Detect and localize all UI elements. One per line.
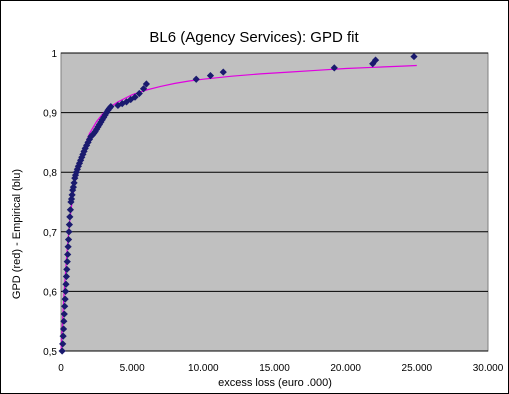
empirical-point	[77, 156, 85, 164]
empirical-point	[61, 287, 70, 295]
empirical-point	[65, 221, 73, 229]
x-tick-label: 5.000	[120, 363, 145, 374]
empirical-point	[68, 191, 76, 199]
empirical-point	[66, 213, 74, 221]
empirical-point	[65, 228, 73, 236]
y-tick-label: 0,9	[43, 109, 57, 120]
empirical-point	[63, 265, 71, 273]
empirical-point	[62, 272, 71, 281]
empirical-point	[410, 52, 418, 61]
empirical-point	[59, 332, 67, 340]
empirical-point	[64, 235, 73, 244]
empirical-point	[330, 64, 338, 72]
y-tick-label: 0,5	[43, 347, 57, 358]
plot-area	[60, 52, 489, 352]
empirical-point	[114, 101, 122, 110]
x-tick-label: 0	[58, 363, 64, 374]
empirical-point	[60, 310, 68, 318]
empirical-point	[64, 250, 72, 259]
empirical-point	[66, 206, 74, 214]
empirical-point	[64, 243, 72, 251]
empirical-point	[59, 325, 68, 333]
chart-title: BL6 (Agency Services): GPD fit	[149, 29, 359, 46]
empirical-point	[206, 72, 215, 80]
empirical-point	[107, 103, 115, 111]
x-tick-label: 20.000	[330, 363, 361, 374]
empirical-point	[67, 195, 76, 203]
empirical-point	[62, 280, 70, 288]
empirical-point	[135, 89, 143, 98]
empirical-point	[59, 340, 67, 348]
empirical-point	[97, 118, 105, 126]
y-tick-label: 0,6	[43, 287, 57, 298]
empirical-points	[58, 52, 418, 355]
x-tick-label: 30.000	[473, 363, 504, 374]
y-tick-label: 0,8	[43, 168, 57, 179]
x-tick-label: 15.000	[259, 363, 290, 374]
empirical-point	[139, 85, 148, 93]
empirical-point	[369, 60, 377, 68]
x-tick-label: 10.000	[188, 363, 219, 374]
empirical-point	[192, 75, 200, 83]
empirical-point	[63, 258, 71, 266]
gridlines	[61, 52, 488, 352]
empirical-point	[71, 174, 79, 182]
empirical-point	[60, 317, 68, 325]
empirical-point	[73, 165, 81, 173]
empirical-point	[61, 295, 69, 303]
empirical-point	[61, 302, 69, 310]
x-axis-label: excess loss (euro .000)	[218, 377, 332, 389]
empirical-point	[58, 347, 66, 355]
x-axis-tick-labels: 0 5.000 10.000 15.000 20.000 25.000 30.000	[58, 363, 504, 374]
y-axis-label: GPD (red) - Empirical (blu)	[11, 169, 23, 299]
x-tick-label: 25.000	[402, 363, 433, 374]
empirical-point	[70, 179, 78, 187]
empirical-point	[219, 68, 227, 76]
empirical-point	[142, 80, 150, 88]
y-tick-label: 1	[51, 49, 57, 60]
empirical-point	[131, 93, 139, 101]
empirical-point	[371, 56, 380, 64]
y-axis-tick-labels: 0,5 0,6 0,7 0,8 0,9 1	[43, 49, 57, 358]
y-tick-label: 0,7	[43, 228, 57, 239]
